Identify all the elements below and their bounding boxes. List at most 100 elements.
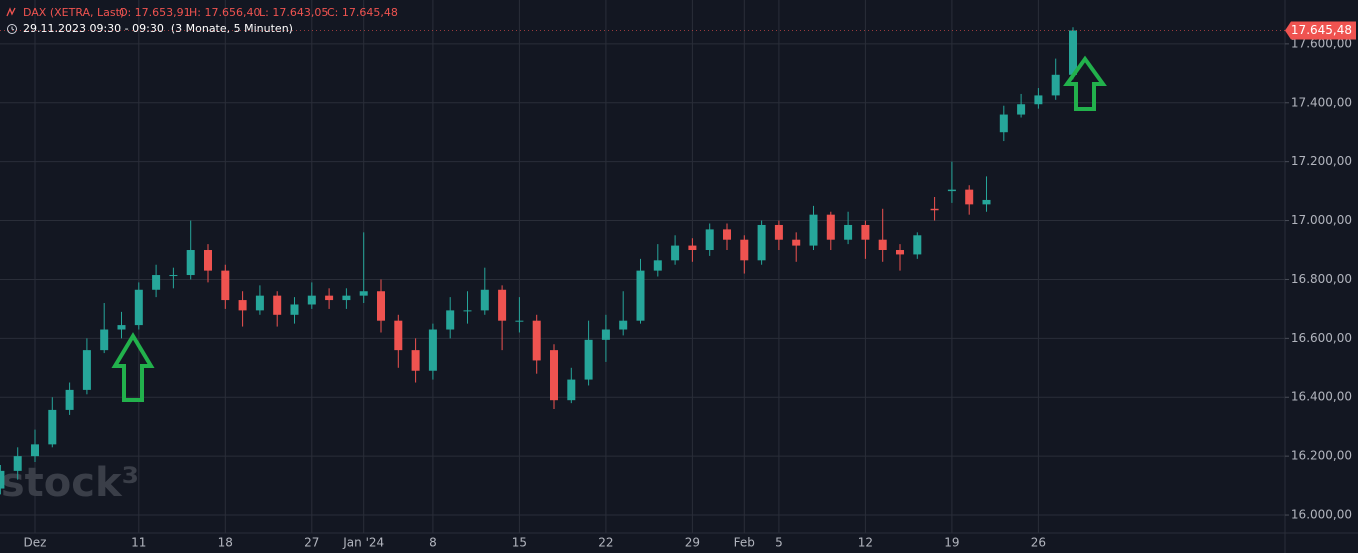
candle-body [809,214,818,246]
x-tick-label: 5 [775,536,783,550]
y-tick-label: 16.600,00 [1291,331,1352,345]
candle-body [1034,95,1043,105]
candle-body [1069,30,1077,75]
x-tick-label: 11 [131,536,146,550]
candle-body [152,275,161,290]
y-tick-label: 17.200,00 [1291,154,1352,168]
candle-body [792,239,801,246]
candle-body [774,224,783,240]
x-tick-label: 18 [218,536,233,550]
candle-body [307,295,316,305]
candle-body [255,295,264,311]
x-tick-label: 15 [512,536,527,550]
candle-body [290,304,299,315]
last-price-tag [1285,21,1356,40]
ohlc-label: O: 17.653,91 [119,6,191,19]
legend-subtitle: 29.11.2023 09:30 - 09:30 (3 Monate, 5 Mi… [23,22,293,35]
candle-body [82,350,91,390]
candle-body [601,329,610,340]
candle-body [31,444,39,457]
candle-body [13,456,22,471]
candle-body [550,350,558,401]
candle-body [273,295,282,315]
candle-body [134,289,143,326]
candle-body [844,224,853,240]
arrow [1063,55,1107,111]
candle-body [325,295,334,301]
candle-body [584,339,593,380]
y-tick-label: 16.800,00 [1291,272,1352,286]
candle-body [965,189,974,205]
candle-body [723,229,731,240]
watermark: stock³ [1,460,139,506]
candle-body [861,224,870,240]
y-tick-label: 16.400,00 [1291,390,1352,404]
x-tick-label: 27 [304,536,319,550]
x-tick-label: Dez [24,536,47,550]
candle-body [878,239,887,251]
x-tick-label: 26 [1031,536,1046,550]
y-tick-label: 17.400,00 [1291,95,1352,109]
candle-body [826,214,835,240]
candle-body [65,389,74,410]
legend-title: DAX (XETRA, Last) [23,6,124,19]
logo-icon [6,7,16,17]
candle-body [619,320,628,330]
candle-body [377,291,385,321]
arrow [111,332,155,402]
candle-body [169,275,178,277]
ohlc-label: L: 17.643,05 [259,6,328,19]
last-price-label: 17.645,48 [1291,23,1352,37]
candle-body [221,270,230,301]
x-tick-label: Jan '24 [342,536,384,550]
x-tick-label: 12 [858,536,873,550]
candle-body [1051,74,1060,96]
candle-body [671,245,680,261]
candle-body [186,250,195,276]
candle-body [896,250,904,255]
x-tick-label: 22 [598,536,613,550]
candle-body [428,329,437,371]
clock-icon [11,26,15,31]
candle-body [394,320,403,351]
candle-body [705,229,714,251]
candle-body [947,189,956,192]
candle-body [446,310,455,330]
x-tick-label: Feb [734,536,755,550]
ohlc-label: H: 17.656,40 [189,6,260,19]
candle-body [0,470,5,489]
y-tick-label: 17.600,00 [1291,36,1352,50]
candle-body [567,379,576,401]
candle-body [930,208,939,211]
candle-body [636,270,645,321]
candle-body [999,114,1008,133]
candle-body [238,300,247,311]
candle-body [982,199,991,205]
x-tick-label: 29 [685,536,700,550]
candle-body [740,239,749,261]
candle-body [359,291,368,296]
candle-body [342,295,351,301]
candle-body [480,289,489,311]
annotation-arrow [111,55,1107,402]
ohlc-label: C: 17.645,48 [327,6,398,19]
candle-body [204,250,212,271]
x-tick-label: 8 [429,536,437,550]
candle-body [100,329,109,351]
clock-icon [7,24,17,34]
candle-body [48,409,57,445]
candle-body [532,320,541,361]
candle-body [117,325,126,330]
candle-body [913,235,922,255]
x-tick-label: 19 [944,536,959,550]
y-tick-label: 16.000,00 [1291,508,1352,522]
plot-area [0,27,1077,495]
y-tick-label: 17.000,00 [1291,213,1352,227]
candle-body [463,310,472,312]
y-tick-label: 16.200,00 [1291,449,1352,463]
candle-body [688,245,697,251]
candle-body [757,224,766,261]
candle-body [515,320,524,322]
candle-body [411,350,420,371]
